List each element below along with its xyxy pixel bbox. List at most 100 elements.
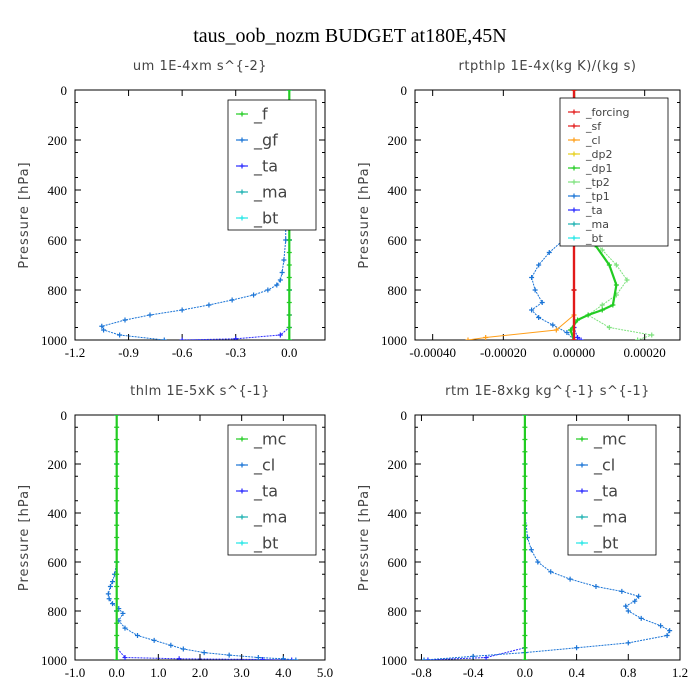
data-point bbox=[619, 588, 625, 594]
x-tick-label: -0.6 bbox=[172, 345, 193, 360]
data-point bbox=[522, 437, 528, 442]
x-tick-label: 5.0 bbox=[317, 665, 333, 680]
data-point bbox=[522, 415, 528, 418]
data-point bbox=[286, 262, 292, 268]
data-point bbox=[251, 292, 257, 298]
x-tick-label: 1.0 bbox=[150, 665, 166, 680]
legend-marker bbox=[571, 179, 577, 185]
data-point bbox=[522, 424, 528, 430]
legend-entry: _dp2 bbox=[585, 148, 612, 161]
data-point bbox=[470, 653, 476, 659]
data-point bbox=[274, 282, 280, 288]
series-line-cl bbox=[467, 90, 575, 340]
legend-box bbox=[559, 97, 669, 247]
legend-marker bbox=[571, 137, 577, 143]
legend-marker bbox=[239, 189, 245, 195]
y-tick-label: 400 bbox=[388, 183, 408, 198]
data-point bbox=[117, 332, 123, 338]
data-point bbox=[567, 576, 573, 582]
data-point bbox=[180, 646, 186, 652]
data-point bbox=[279, 270, 285, 275]
data-point bbox=[564, 330, 570, 335]
x-tick-label: 4.0 bbox=[275, 665, 291, 680]
legend-entry: _ta bbox=[253, 482, 278, 502]
data-point bbox=[110, 579, 115, 585]
plot-frame bbox=[414, 414, 681, 661]
chart-panel-2: rtpthlp 1E-4x(kg K)/(kg s) 0 200 400 600 800 1… bbox=[357, 59, 681, 360]
legend-entry: _tp2 bbox=[585, 176, 610, 189]
data-point bbox=[114, 522, 120, 528]
panel-title: um 1E-4xm s^{-2} bbox=[133, 59, 267, 74]
y-tick-label: 0 bbox=[401, 408, 408, 423]
data-point bbox=[636, 593, 642, 599]
data-point bbox=[289, 657, 295, 660]
data-point bbox=[599, 302, 605, 308]
legend-marker bbox=[239, 514, 245, 520]
data-point bbox=[114, 461, 120, 467]
y-tick-label: 0 bbox=[61, 83, 68, 98]
legend-entry: _dp1 bbox=[585, 162, 612, 175]
data-point bbox=[114, 449, 120, 455]
y-tick-label: 600 bbox=[388, 233, 408, 248]
y-tick-label: 200 bbox=[388, 133, 408, 148]
y-tick-label: 400 bbox=[48, 183, 68, 198]
x-tick-label: -0.3 bbox=[225, 345, 246, 360]
data-point bbox=[613, 262, 619, 268]
legend-marker bbox=[571, 165, 577, 171]
data-point bbox=[229, 297, 235, 303]
legend-marker bbox=[239, 215, 245, 221]
x-tick-label: 0.8 bbox=[620, 665, 636, 680]
y-tick-label: 400 bbox=[388, 506, 408, 521]
x-tick-label: 0.4 bbox=[568, 665, 585, 680]
data-point bbox=[114, 645, 120, 651]
data-point bbox=[114, 547, 120, 553]
data-point bbox=[522, 535, 528, 540]
data-point bbox=[122, 625, 128, 631]
data-point bbox=[522, 645, 528, 651]
data-point bbox=[613, 282, 619, 288]
y-tick-label: 1000 bbox=[41, 653, 67, 668]
legend-marker bbox=[239, 163, 245, 169]
data-point bbox=[571, 337, 577, 340]
data-point bbox=[114, 657, 120, 660]
data-point bbox=[286, 312, 292, 318]
data-point bbox=[201, 650, 207, 656]
x-tick-label: 0.0 bbox=[109, 665, 125, 680]
data-point bbox=[522, 498, 528, 504]
data-point bbox=[286, 337, 292, 340]
data-point bbox=[522, 620, 528, 626]
series-group bbox=[105, 415, 299, 660]
data-point bbox=[168, 642, 174, 648]
data-point bbox=[574, 645, 580, 651]
legend-marker bbox=[579, 462, 585, 468]
data-point bbox=[286, 300, 292, 305]
data-point bbox=[114, 535, 120, 540]
data-point bbox=[233, 336, 239, 340]
data-point bbox=[638, 615, 644, 621]
data-point bbox=[286, 90, 292, 93]
data-point bbox=[578, 337, 584, 340]
x-tick-label: 0.00000 bbox=[553, 345, 595, 360]
data-point bbox=[114, 584, 120, 589]
figure-title: taus_oob_nozm BUDGET at180E,45N bbox=[193, 25, 507, 47]
legend-marker bbox=[571, 109, 577, 115]
legend-entry: _cl bbox=[585, 134, 601, 147]
legend-box bbox=[227, 424, 317, 556]
legend-entry: _cl bbox=[253, 456, 275, 476]
y-tick-label: 600 bbox=[48, 233, 68, 248]
series-group bbox=[421, 415, 673, 660]
data-point bbox=[114, 415, 120, 418]
legend-marker bbox=[571, 151, 577, 157]
panel-title: thlm 1E-5xK s^{-1} bbox=[130, 384, 270, 399]
data-point bbox=[522, 522, 528, 528]
data-point bbox=[286, 287, 292, 293]
legend-marker bbox=[571, 221, 577, 227]
data-point bbox=[151, 637, 157, 643]
legend-entry: _sf bbox=[585, 120, 602, 133]
data-point bbox=[625, 608, 631, 614]
x-tick-label: -0.00040 bbox=[409, 345, 456, 360]
data-point bbox=[522, 657, 528, 660]
y-axis-label: Pressure [hPa] bbox=[17, 161, 32, 268]
data-point bbox=[114, 437, 120, 442]
